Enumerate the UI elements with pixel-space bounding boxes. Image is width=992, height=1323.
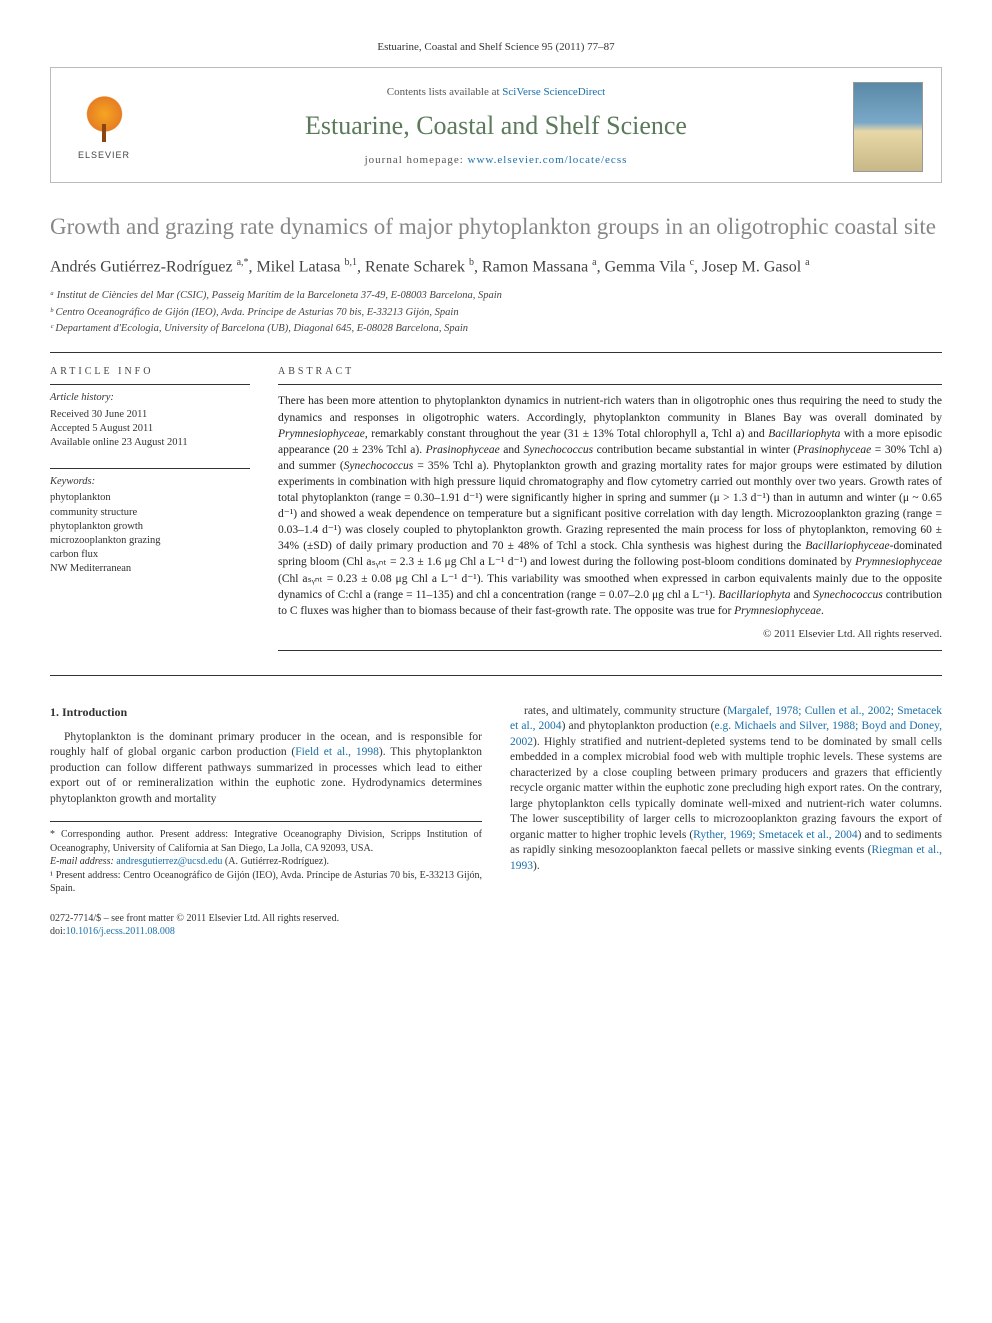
email-line: E-mail address: andresgutierrez@ucsd.edu… [50,855,482,869]
affiliations: ᵃ Institut de Ciències del Mar (CSIC), P… [50,288,942,336]
keyword: carbon flux [50,548,250,562]
citation-link[interactable]: e.g. Michaels and Silver, 1988; Boyd and… [510,720,942,748]
article-info-column: ARTICLE INFO Article history: Received 3… [50,365,250,651]
homepage-link[interactable]: www.elsevier.com/locate/ecss [468,154,628,166]
history-label: Article history: [50,391,250,405]
journal-cover-thumbnail [853,82,923,172]
footnotes: * Corresponding author. Present address:… [50,821,482,896]
history-line: Received 30 June 2011 [50,408,250,422]
citation-link[interactable]: Ryther, 1969; Smetacek et al., 2004 [693,829,857,841]
affiliation-line: ᵇ Centro Oceanográfico de Gijón (IEO), A… [50,305,942,320]
corresponding-author-note: * Corresponding author. Present address:… [50,828,482,855]
doi-label: doi: [50,926,66,937]
footer-block: 0272-7714/$ – see front matter © 2011 El… [50,912,482,939]
abstract-column: ABSTRACT There has been more attention t… [278,365,942,651]
affiliation-line: ᶜ Departament d'Ecologia, University of … [50,321,942,336]
keyword: phytoplankton growth [50,520,250,534]
homepage-prefix: journal homepage: [365,154,468,166]
header-citation: Estuarine, Coastal and Shelf Science 95 … [50,40,942,55]
keyword: NW Mediterranean [50,562,250,576]
history-line: Available online 23 August 2011 [50,436,250,450]
doi-link[interactable]: 10.1016/j.ecss.2011.08.008 [66,926,175,937]
history-line: Accepted 5 August 2011 [50,422,250,436]
article-title: Growth and grazing rate dynamics of majo… [50,213,942,242]
keyword: microzooplankton grazing [50,534,250,548]
article-history: Article history: Received 30 June 2011Ac… [50,391,250,450]
keyword: community structure [50,506,250,520]
copyright-line: © 2011 Elsevier Ltd. All rights reserved… [278,627,942,642]
body-columns: 1. Introduction Phytoplankton is the dom… [50,704,942,939]
homepage-line: journal homepage: www.elsevier.com/locat… [157,153,835,168]
affiliation-line: ᵃ Institut de Ciències del Mar (CSIC), P… [50,288,942,303]
abstract-label: ABSTRACT [278,365,942,379]
keywords-label: Keywords: [50,475,250,489]
publisher-name: ELSEVIER [78,149,130,161]
doi-line: doi:10.1016/j.ecss.2011.08.008 [50,925,482,939]
body-paragraph: rates, and ultimately, community structu… [510,704,942,875]
contents-available-line: Contents lists available at SciVerse Sci… [157,85,835,100]
divider [50,675,942,676]
right-column: rates, and ultimately, community structu… [510,704,942,939]
issn-line: 0272-7714/$ – see front matter © 2011 El… [50,912,482,926]
body-paragraph: Phytoplankton is the dominant primary pr… [50,730,482,808]
elsevier-logo: ELSEVIER [69,87,139,167]
keyword: phytoplankton [50,491,250,505]
keywords-block: Keywords: phytoplanktoncommunity structu… [50,475,250,576]
elsevier-tree-icon [77,92,132,147]
journal-title: Estuarine, Coastal and Shelf Science [157,108,835,143]
email-label: E-mail address: [50,856,116,867]
present-address-note: ¹ Present address: Centro Oceanográfico … [50,869,482,896]
article-info-label: ARTICLE INFO [50,365,250,379]
citation-link[interactable]: Riegman et al., 1993 [510,844,942,872]
left-column: 1. Introduction Phytoplankton is the dom… [50,704,482,939]
divider [50,352,942,353]
masthead: ELSEVIER Contents lists available at Sci… [50,67,942,183]
section-heading: 1. Introduction [50,704,482,720]
abstract-text: There has been more attention to phytopl… [278,393,942,618]
authors-line: Andrés Gutiérrez-Rodríguez a,*, Mikel La… [50,256,942,279]
contents-prefix: Contents lists available at [387,86,502,98]
sciencedirect-link[interactable]: SciVerse ScienceDirect [502,86,605,98]
email-suffix: (A. Gutiérrez-Rodríguez). [222,856,329,867]
email-link[interactable]: andresgutierrez@ucsd.edu [116,856,222,867]
citation-link[interactable]: Field et al., 1998 [295,746,379,758]
